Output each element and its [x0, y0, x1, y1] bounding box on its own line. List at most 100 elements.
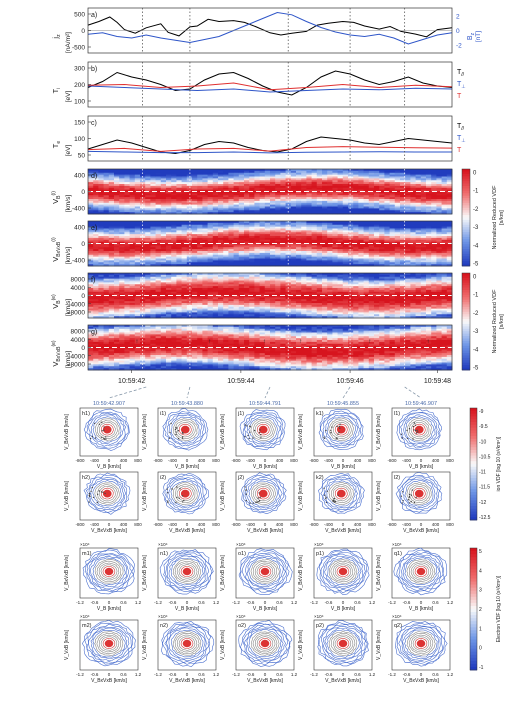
heatmap-cell — [348, 303, 354, 306]
heatmap-cell — [270, 174, 276, 177]
heatmap-cell — [410, 199, 416, 202]
heatmap-cell — [285, 303, 292, 306]
heatmap-cell — [415, 228, 422, 231]
heatmap-cell — [259, 228, 266, 231]
heatmap-cell — [410, 310, 416, 313]
heatmap-cell — [238, 234, 245, 237]
heatmap-cell — [155, 308, 162, 311]
heatmap-cell — [353, 264, 359, 267]
heatmap-cell — [420, 264, 427, 267]
heatmap-cell — [155, 262, 162, 265]
heatmap-cell — [119, 299, 125, 302]
heatmap-cell — [311, 221, 318, 224]
heatmap-cell — [280, 284, 286, 287]
heatmap-cell — [379, 170, 385, 174]
heatmap-cell — [98, 249, 104, 252]
heatmap-cell — [150, 169, 156, 172]
heatmap-cell — [384, 249, 390, 252]
heatmap-cell — [259, 191, 266, 194]
heatmap-cell — [93, 288, 99, 291]
heatmap-cell — [394, 169, 401, 172]
heatmap-cell — [129, 276, 136, 280]
heatmap-cell — [103, 226, 110, 229]
heatmap-cell — [150, 180, 156, 183]
heatmap-cell — [145, 252, 151, 256]
heatmap-cell — [98, 304, 104, 308]
heatmap-cell — [176, 286, 182, 289]
heatmap-cell — [348, 308, 354, 311]
heatmap-cell — [103, 262, 110, 265]
heatmap-cell — [363, 252, 370, 256]
heatmap-cell — [353, 176, 359, 179]
heatmap-cell — [119, 202, 125, 206]
heatmap-cell — [202, 208, 208, 211]
heatmap-cell — [405, 174, 411, 177]
heatmap-cell — [223, 308, 229, 311]
heatmap-cell — [160, 286, 167, 289]
heatmap-cell — [134, 308, 141, 311]
heatmap-cell — [93, 304, 99, 308]
heatmap-cell — [353, 226, 359, 229]
heatmap-cell — [134, 291, 141, 295]
heatmap-cell — [108, 206, 115, 209]
heatmap-cell — [415, 197, 422, 200]
heatmap-cell — [400, 195, 406, 198]
heatmap-cell — [342, 278, 349, 281]
heatmap-cell — [384, 180, 390, 183]
heatmap-cell — [301, 299, 307, 302]
heatmap-cell — [202, 178, 208, 181]
heatmap-cell — [103, 254, 110, 258]
heatmap-cell — [88, 303, 94, 306]
heatmap-cell — [332, 169, 338, 172]
heatmap-cell — [441, 222, 448, 226]
heatmap-cell — [379, 251, 385, 254]
heatmap-cell — [394, 247, 401, 250]
heatmap-cell — [290, 260, 297, 263]
heatmap-cell — [342, 306, 349, 310]
heatmap-cell — [426, 224, 432, 228]
heatmap-cell — [311, 276, 318, 280]
heatmap-cell — [400, 306, 406, 310]
heatmap-cell — [207, 170, 214, 174]
heatmap-cell — [108, 230, 115, 233]
heatmap-cell — [363, 308, 370, 311]
heatmap-cell — [108, 258, 115, 261]
heatmap-cell — [322, 304, 328, 308]
heatmap-cell — [171, 252, 177, 256]
heatmap-cell — [327, 208, 333, 211]
heatmap-cell — [436, 176, 442, 179]
heatmap-cell — [129, 262, 136, 265]
heatmap-cell — [384, 176, 390, 179]
heatmap-cell — [124, 182, 130, 185]
heatmap-cell — [290, 249, 297, 252]
heatmap-cell — [119, 304, 125, 308]
heatmap-cell — [249, 291, 255, 295]
heatmap-cell — [316, 184, 323, 187]
heatmap-cell — [134, 208, 141, 211]
heatmap-cell — [348, 276, 354, 280]
heatmap-cell — [426, 252, 432, 256]
heatmap-cell — [181, 239, 188, 243]
heatmap-cell — [327, 258, 333, 261]
heatmap-cell — [93, 252, 99, 256]
heatmap-cell — [415, 258, 422, 261]
heatmap-cell — [259, 264, 266, 267]
heatmap-cell — [379, 169, 385, 172]
heatmap-cell — [322, 189, 328, 192]
heatmap-cell — [160, 249, 167, 252]
heatmap-cell — [145, 169, 151, 172]
heatmap-cell — [244, 286, 250, 289]
heatmap-cell — [384, 310, 390, 313]
heatmap-cell — [358, 308, 364, 311]
heatmap-cell — [332, 314, 338, 317]
heatmap-cell — [124, 191, 130, 194]
heatmap-cell — [316, 228, 323, 231]
heatmap-cell — [400, 222, 406, 226]
heatmap-cell — [384, 182, 390, 185]
heatmap-cell — [311, 304, 318, 308]
heatmap-cell — [197, 187, 203, 191]
heatmap-cell — [244, 301, 250, 304]
heatmap-cell — [426, 262, 432, 265]
heatmap-cell — [249, 280, 255, 283]
heatmap-cell — [275, 273, 281, 276]
